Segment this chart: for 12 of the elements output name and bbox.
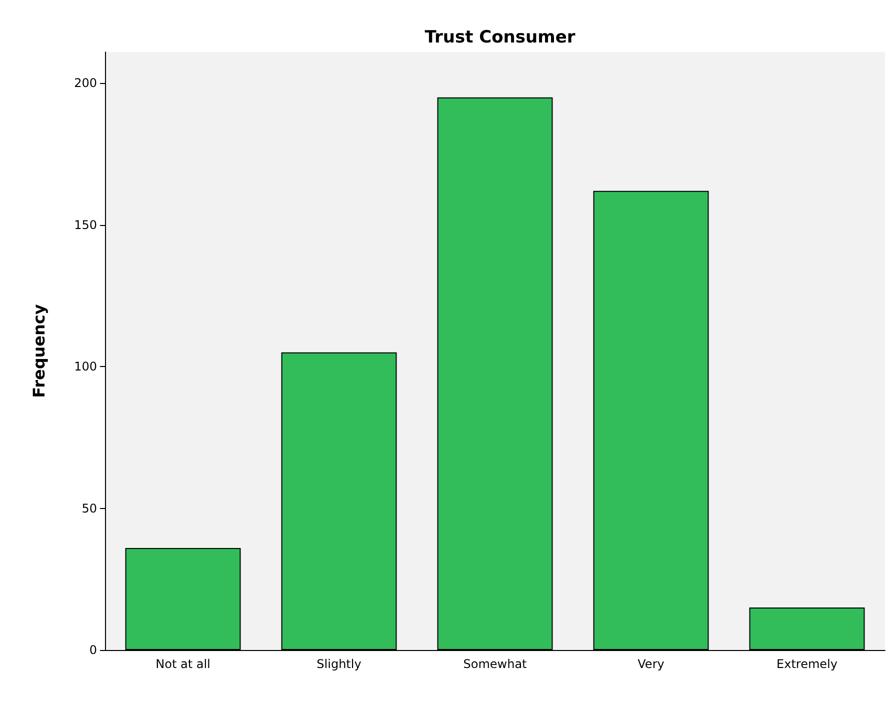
x-tick-label: Slightly	[316, 657, 362, 671]
y-axis-title: Frequency	[30, 304, 48, 398]
x-tick-label: Somewhat	[463, 657, 528, 671]
x-tick-label: Very	[638, 657, 664, 671]
y-tick-label: 150	[74, 218, 97, 232]
y-tick-label: 50	[82, 501, 97, 516]
x-tick-label: Not at all	[156, 657, 210, 671]
x-tick-label: Extremely	[776, 657, 838, 671]
y-tick-label: 200	[74, 76, 97, 90]
y-tick-label: 0	[89, 643, 97, 657]
y-tick-label: 100	[74, 360, 97, 374]
chart-title: Trust Consumer	[424, 28, 576, 48]
